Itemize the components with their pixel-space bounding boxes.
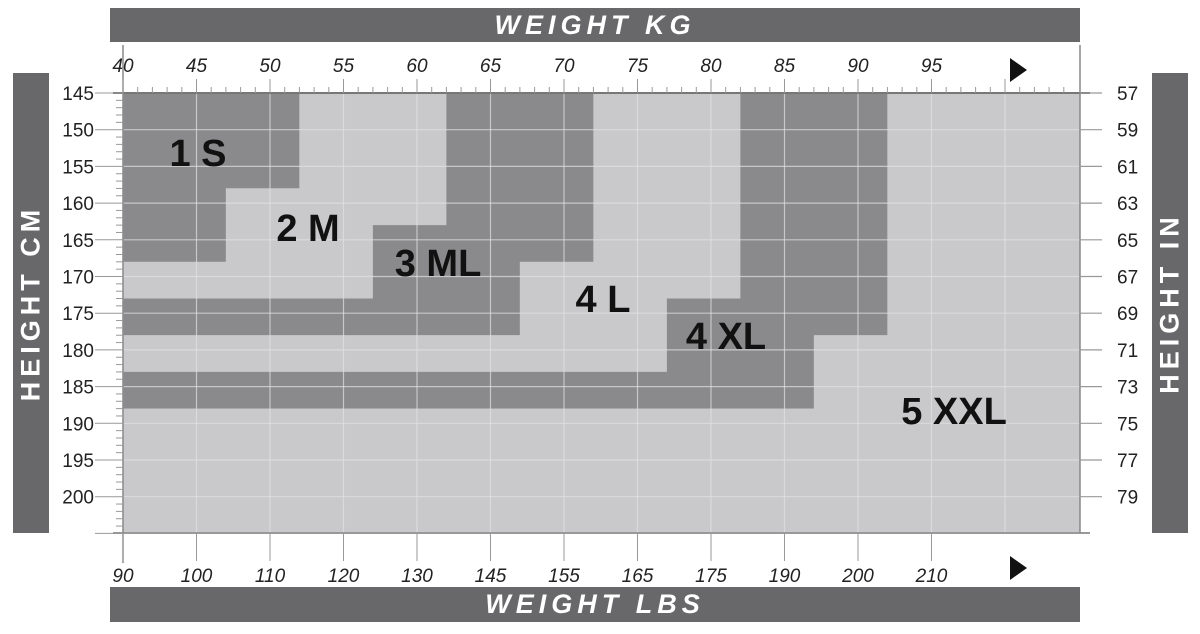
inch-tick-label: 59	[1117, 121, 1138, 142]
inch-tick-label: 75	[1117, 414, 1138, 435]
inch-tick-label: 67	[1117, 268, 1138, 289]
lbs-tick-label: 145	[475, 566, 507, 587]
arrow-right-icon	[1010, 58, 1027, 82]
cm-tick-label: 175	[62, 304, 94, 325]
lbs-tick-label: 100	[181, 566, 213, 587]
lbs-tick-label: 155	[548, 566, 580, 587]
lbs-tick-label: 120	[328, 566, 360, 587]
size-label-1-s: 1 S	[169, 133, 226, 175]
size-region-1-s	[123, 93, 300, 262]
kg-tick-label: 55	[333, 56, 355, 77]
lbs-tick-label: 90	[112, 566, 134, 587]
inch-tick-label: 63	[1117, 194, 1138, 215]
kg-tick-label: 85	[774, 56, 796, 77]
lbs-tick-label: 110	[255, 566, 286, 587]
cm-tick-label: 165	[62, 231, 94, 252]
size-label-2-m: 2 M	[276, 208, 339, 250]
inch-tick-label: 77	[1117, 451, 1138, 472]
kg-tick-label: 75	[627, 56, 649, 77]
kg-tick-label: 60	[406, 56, 428, 77]
kg-tick-label: 80	[700, 56, 722, 77]
lbs-tick-label: 165	[622, 566, 654, 587]
cm-tick-label: 170	[62, 268, 94, 289]
inch-tick-label: 57	[1117, 84, 1138, 105]
cm-tick-label: 195	[62, 451, 94, 472]
inch-tick-label: 73	[1117, 378, 1138, 399]
weight-kg-label: WEIGHT KG	[494, 9, 696, 40]
kg-tick-label: 95	[921, 56, 943, 77]
size-region-4-xl	[123, 93, 888, 409]
lbs-tick-label: 200	[841, 566, 874, 587]
size-label-4-l: 4 L	[576, 279, 631, 321]
weight-kg-header: WEIGHT KG	[110, 8, 1080, 42]
kg-tick-label: 50	[259, 56, 281, 77]
lbs-tick-label: 175	[695, 566, 727, 587]
lbs-tick-label: 130	[401, 566, 433, 587]
height-in-bar: HEIGHT IN	[1152, 73, 1188, 533]
cm-tick-label: 190	[62, 414, 94, 435]
size-region-2-m	[123, 93, 447, 299]
lbs-tick-label: 190	[769, 566, 801, 587]
weight-lbs-footer: WEIGHT LBS	[110, 587, 1080, 622]
inch-tick-label: 65	[1117, 231, 1138, 252]
inch-tick-label: 69	[1117, 304, 1138, 325]
cm-tick-label: 180	[62, 341, 94, 362]
kg-tick-label: 65	[480, 56, 502, 77]
size-region-4-l	[123, 93, 741, 372]
weight-lbs-label: WEIGHT LBS	[485, 589, 705, 619]
kg-tick-label: 45	[186, 56, 208, 77]
size-label-3-ml: 3 ML	[395, 243, 482, 285]
kg-tick-label: 90	[847, 56, 869, 77]
inch-tick-label: 71	[1117, 341, 1138, 362]
cm-tick-label: 150	[62, 121, 94, 142]
lbs-tick-label: 210	[915, 566, 948, 587]
size-region-3-ml	[123, 93, 594, 336]
arrow-right-icon	[1010, 556, 1027, 580]
cm-tick-label: 160	[62, 194, 94, 215]
height-cm-bar: HEIGHT CM	[13, 73, 49, 533]
cm-tick-label: 145	[62, 84, 94, 105]
inch-tick-label: 79	[1117, 488, 1138, 509]
kg-tick-label: 40	[112, 56, 134, 77]
cm-tick-label: 155	[62, 157, 94, 178]
kg-tick-label: 70	[553, 56, 575, 77]
size-label-4-xl: 4 XL	[686, 316, 766, 358]
cm-tick-label: 200	[62, 488, 94, 509]
inch-tick-label: 61	[1117, 157, 1138, 178]
cm-tick-label: 185	[62, 378, 94, 399]
size-label-5-xxl: 5 XXL	[901, 391, 1007, 433]
